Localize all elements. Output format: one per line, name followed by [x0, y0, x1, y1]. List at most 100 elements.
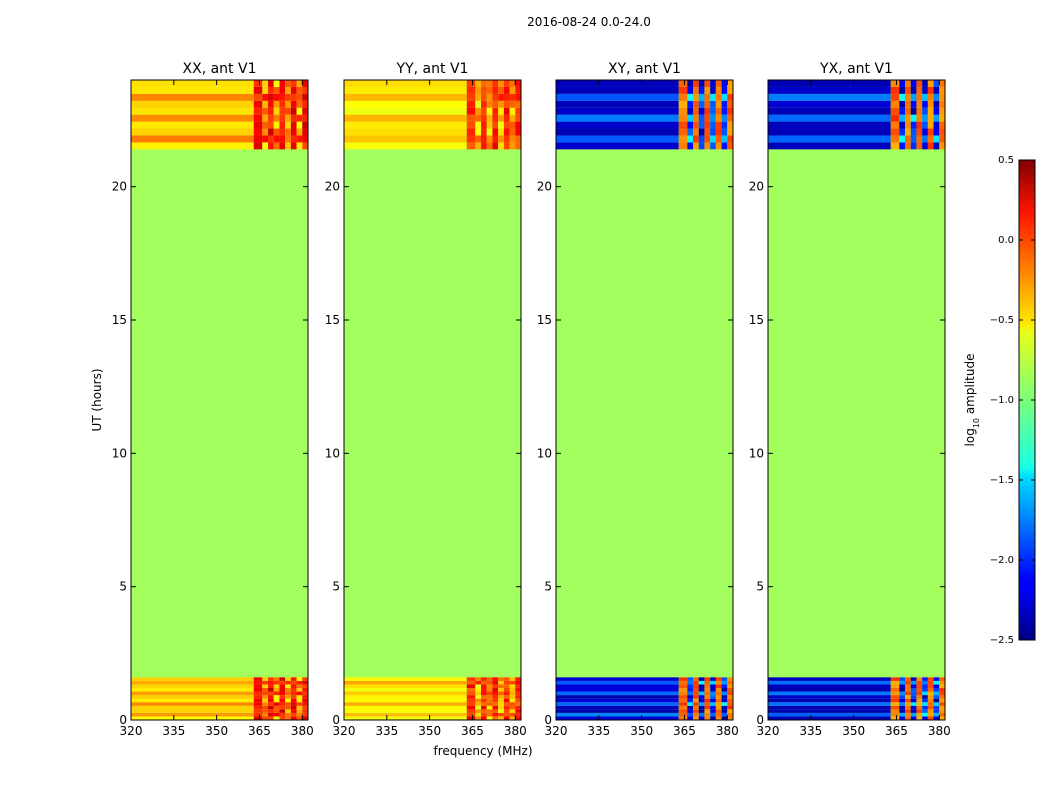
heatmap-cell: [678, 680, 688, 685]
colorbar-tick-label: −2.5: [990, 635, 1014, 646]
heatmap-cell: [296, 709, 303, 713]
x-tick-label: 350: [205, 724, 228, 738]
heatmap-cell: [698, 100, 705, 108]
heatmap-cell: [727, 684, 733, 688]
heatmap-cell: [481, 684, 487, 688]
heatmap-cell: [922, 80, 928, 87]
heatmap-cell: [710, 100, 716, 108]
heatmap-cell: [905, 86, 911, 94]
heatmap-cell: [768, 716, 891, 720]
heatmap-cell: [927, 684, 934, 688]
heatmap-cell: [721, 142, 728, 150]
heatmap-cell: [939, 688, 945, 692]
heatmap-cell: [253, 702, 263, 706]
heatmap-cell: [698, 135, 705, 143]
heatmap-cell: [498, 86, 504, 94]
heatmap-cell: [768, 100, 891, 108]
heatmap-cell: [253, 705, 263, 710]
heatmap-cell: [503, 698, 510, 703]
heatmap-cell: [253, 716, 263, 720]
heatmap-cell: [910, 716, 917, 720]
y-tick-label: 5: [119, 580, 127, 594]
heatmap-cell: [922, 135, 928, 143]
heatmap-cell: [693, 695, 699, 699]
heatmap-cell: [687, 86, 694, 94]
heatmap-cell: [927, 716, 934, 720]
colorbar-tick-label: 0.5: [998, 155, 1014, 166]
heatmap-cell: [933, 86, 940, 94]
heatmap-cell: [916, 107, 923, 115]
heatmap-cell: [279, 688, 286, 692]
heatmap-cell: [678, 702, 688, 706]
heatmap-cell: [704, 121, 711, 129]
heatmap-cell: [475, 93, 482, 101]
y-tick-label: 5: [544, 580, 552, 594]
y-tick-label: 0: [756, 713, 764, 727]
heatmap-cell: [296, 691, 303, 696]
heatmap-cell: [899, 698, 906, 703]
heatmap-cell: [933, 688, 940, 692]
y-tick-label: 5: [756, 580, 764, 594]
colorbar-tick-label: −1.5: [990, 475, 1014, 486]
heatmap-cell: [296, 114, 303, 122]
heatmap-cell: [503, 100, 510, 108]
heatmap-cell: [302, 86, 308, 94]
heatmap-cell: [285, 142, 291, 150]
heatmap-cell: [693, 716, 699, 720]
heatmap-cell: [486, 680, 493, 685]
heatmap-cell: [302, 128, 308, 136]
heatmap-cell: [285, 107, 291, 115]
heatmap-cell: [687, 677, 694, 681]
heatmap-cell: [273, 121, 280, 129]
heatmap-cell: [890, 135, 900, 143]
heatmap-cell: [890, 684, 900, 688]
heatmap-cell: [509, 135, 516, 143]
heatmap-cell: [290, 142, 297, 150]
heatmap-cell: [704, 716, 711, 720]
heatmap-cell: [556, 80, 679, 87]
heatmap-cell: [290, 688, 297, 692]
heatmap-cell: [279, 100, 286, 108]
heatmap-cell: [515, 86, 521, 94]
heatmap-cell: [279, 684, 286, 688]
heatmap-cell: [727, 705, 733, 710]
heatmap-cell: [268, 684, 274, 688]
heatmap-cell: [273, 142, 280, 150]
heatmap-cell: [890, 121, 900, 129]
heatmap-cell: [890, 695, 900, 699]
heatmap-cell: [768, 691, 891, 696]
heatmap-cell: [939, 128, 945, 136]
heatmap-cell: [273, 128, 280, 136]
heatmap-cell: [302, 698, 308, 703]
heatmap-cell: [922, 680, 928, 685]
heatmap-cell: [279, 712, 286, 717]
x-tick-label: 350: [418, 724, 441, 738]
heatmap-cell: [302, 80, 308, 87]
heatmap-cell: [927, 107, 934, 115]
heatmap-fill: [556, 80, 733, 720]
heatmap-cell: [515, 688, 521, 692]
heatmap-cell: [268, 705, 274, 710]
heatmap-cell: [890, 677, 900, 681]
heatmap-cell: [556, 688, 679, 692]
heatmap-cell: [698, 709, 705, 713]
heatmap-cell: [481, 677, 487, 681]
heatmap-cell: [486, 142, 493, 150]
panel-title: YY, ant V1: [396, 61, 469, 77]
heatmap-cell: [933, 114, 940, 122]
heatmap-cell: [922, 698, 928, 703]
heatmap-cell: [678, 121, 688, 129]
heatmap-cell: [693, 121, 699, 129]
heatmap-cell: [344, 684, 467, 688]
heatmap-cell: [290, 702, 297, 706]
heatmap-cell: [466, 135, 476, 143]
heatmap-cell: [910, 712, 917, 717]
heatmap-cell: [475, 712, 482, 717]
heatmap-cell: [503, 80, 510, 87]
heatmap-cell: [933, 698, 940, 703]
heatmap-cell: [687, 680, 694, 685]
heatmap-cell: [498, 107, 504, 115]
heatmap-cell: [922, 688, 928, 692]
heatmap-cell: [710, 114, 716, 122]
heatmap-cell: [927, 702, 934, 706]
